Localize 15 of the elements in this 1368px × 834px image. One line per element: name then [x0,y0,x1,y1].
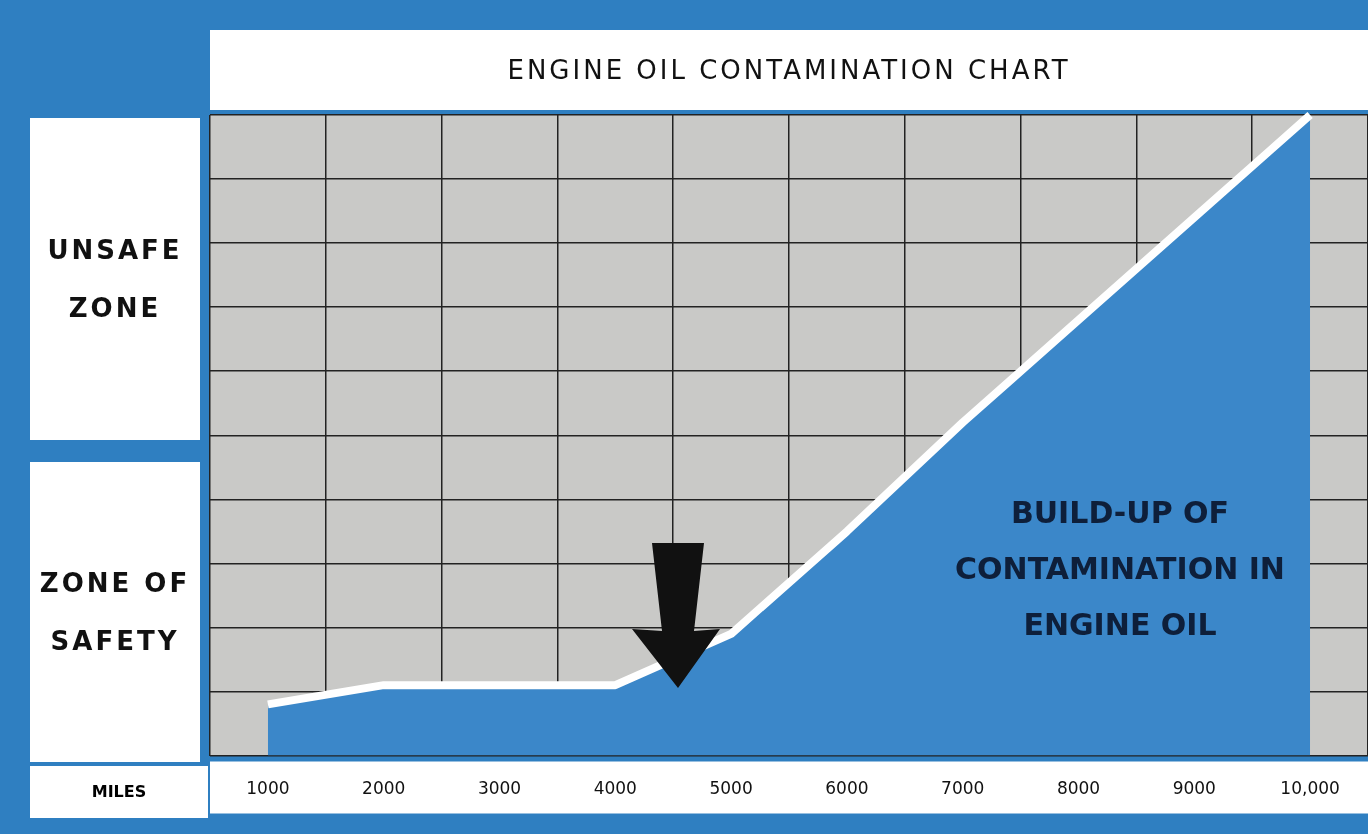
x-axis-title: MILES [30,766,208,818]
x-tick-label: 7000 [941,778,985,799]
annotation: BUILD-UP OF CONTAMINATION IN ENGINE OIL [954,494,1286,644]
text: UNSAFE ZONE [30,118,200,440]
chart-title: ENGINE OIL CONTAMINATION CHART [210,30,1368,110]
x-tick-label: 9000 [1172,778,1216,799]
x-tick-label: 10,000 [1280,778,1340,799]
x-tick-label: 6000 [825,778,869,799]
x-tick-label: 8000 [1056,778,1101,799]
x-tick-label: 4000 [593,778,637,799]
text: ZONE OF SAFETY [30,462,200,762]
x-tick-label: 2000 [362,778,406,799]
x-tick-label: 3000 [477,778,522,799]
x-tick-label: 1000 [246,778,290,799]
x-tick-label: 5000 [709,778,753,799]
